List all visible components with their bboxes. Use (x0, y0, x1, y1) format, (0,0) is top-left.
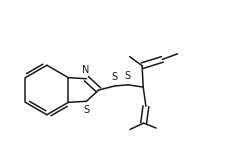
Text: S: S (112, 72, 118, 82)
Text: S: S (125, 71, 131, 81)
Text: N: N (82, 65, 89, 75)
Text: S: S (84, 105, 90, 115)
